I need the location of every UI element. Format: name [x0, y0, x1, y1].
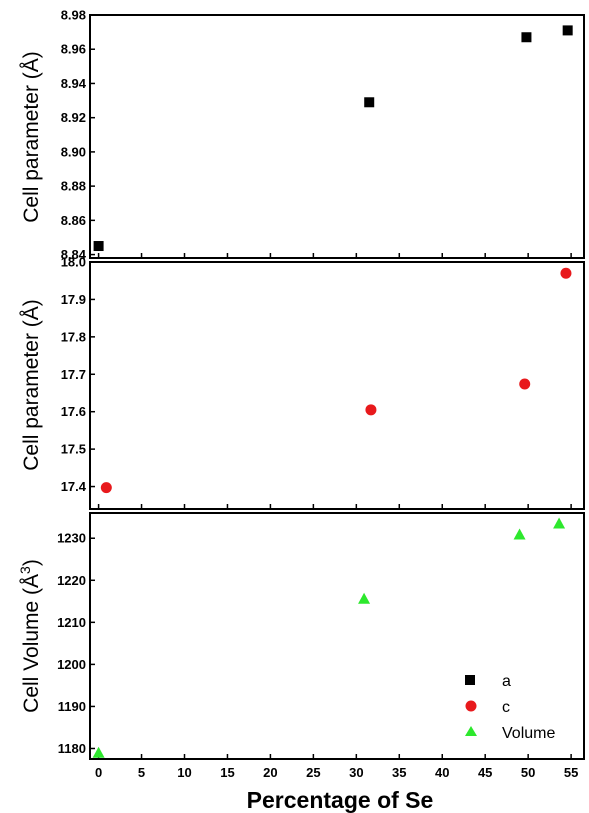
y-tick-label-c: 17.9 [61, 292, 86, 307]
y-tick-label-volume: 1200 [57, 657, 86, 672]
x-tick-label: 0 [95, 765, 102, 780]
y-tick-label-a: 8.94 [61, 76, 87, 91]
y-tick-label-c: 17.6 [61, 404, 86, 419]
y-tick-label-a: 8.98 [61, 8, 86, 23]
axis-ticks [90, 14, 572, 759]
x-tick-label: 10 [177, 765, 191, 780]
panel-volume-frame [89, 512, 585, 760]
x-tick-label: 20 [263, 765, 277, 780]
point-c [365, 404, 377, 416]
y-axis-label-volume: Cell Volume (Å3) [17, 559, 43, 713]
x-tick-label: 35 [392, 765, 406, 780]
y-tick-label-a: 8.92 [61, 110, 86, 125]
legend-label-a: a [502, 673, 511, 690]
point-volume [513, 528, 526, 540]
x-tick-label: 15 [220, 765, 234, 780]
tick-labels: 8.84 8.86 8.88 8.90 8.92 8.94 8.96 8.98 17.4 17.5… [57, 8, 578, 781]
x-tick-label: 30 [349, 765, 363, 780]
legend: a c Volume [465, 673, 555, 742]
y-tick-label-volume: 1230 [57, 531, 86, 546]
point-a [562, 25, 573, 36]
x-tick-label: 5 [138, 765, 145, 780]
x-axis-label: Percentage of Se [247, 787, 434, 813]
y-tick-label-c: 17.7 [61, 367, 86, 382]
point-volume [358, 592, 371, 604]
y-tick-label-a: 8.88 [61, 179, 86, 194]
y-tick-label-a: 8.84 [61, 247, 87, 262]
y-tick-label-volume: 1190 [58, 699, 86, 714]
y-tick-label-a: 8.86 [61, 213, 86, 228]
panel-c-frame [89, 261, 585, 510]
y-tick-label-c: 17.5 [61, 442, 86, 457]
legend-marker-a [465, 675, 475, 685]
point-c [560, 267, 572, 279]
point-c [100, 482, 112, 494]
y-tick-label-c: 18.0 [61, 255, 86, 270]
point-volume [92, 746, 105, 758]
point-a [364, 97, 375, 108]
y-tick-label-c: 17.4 [61, 479, 87, 494]
data-points [92, 25, 573, 758]
x-tick-label: 55 [564, 765, 578, 780]
point-a [93, 241, 104, 252]
y-tick-label-volume: 1180 [58, 741, 86, 756]
y-tick-label-c: 17.8 [61, 329, 86, 344]
y-axis-label-a: Cell parameter (Å) [20, 51, 43, 223]
legend-marker-volume [465, 726, 477, 736]
y-axis-label-c: Cell parameter (Å) [20, 299, 43, 471]
point-c [519, 378, 531, 390]
point-a [521, 32, 532, 43]
legend-label-c: c [502, 699, 510, 716]
panel-a-frame [89, 14, 585, 259]
x-tick-label: 25 [306, 765, 320, 780]
y-tick-label-a: 8.96 [61, 42, 86, 57]
x-tick-label: 40 [435, 765, 449, 780]
legend-label-volume: Volume [502, 725, 555, 742]
x-tick-label: 45 [478, 765, 492, 780]
x-tick-label: 50 [521, 765, 535, 780]
y-tick-label-a: 8.90 [61, 144, 86, 159]
legend-marker-c [465, 700, 477, 712]
y-tick-label-volume: 1210 [57, 615, 86, 630]
y-tick-label-volume: 1220 [57, 573, 86, 588]
point-volume [553, 517, 566, 529]
